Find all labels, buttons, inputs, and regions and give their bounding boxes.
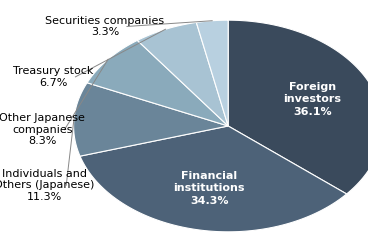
- Polygon shape: [228, 20, 368, 194]
- Text: Other Japanese
companies
8.3%: Other Japanese companies 8.3%: [0, 113, 85, 146]
- Text: Foreign
investors
36.1%: Foreign investors 36.1%: [283, 82, 341, 116]
- Polygon shape: [197, 20, 228, 126]
- Text: Financial
institutions
34.3%: Financial institutions 34.3%: [174, 171, 245, 206]
- Polygon shape: [87, 40, 228, 126]
- Text: Individuals and
Others (Japanese)
11.3%: Individuals and Others (Japanese) 11.3%: [0, 169, 94, 202]
- Polygon shape: [80, 126, 347, 232]
- Polygon shape: [137, 22, 228, 126]
- Text: Securities companies
3.3%: Securities companies 3.3%: [45, 16, 164, 37]
- Text: Treasury stock
6.7%: Treasury stock 6.7%: [13, 66, 93, 88]
- Polygon shape: [74, 83, 228, 156]
